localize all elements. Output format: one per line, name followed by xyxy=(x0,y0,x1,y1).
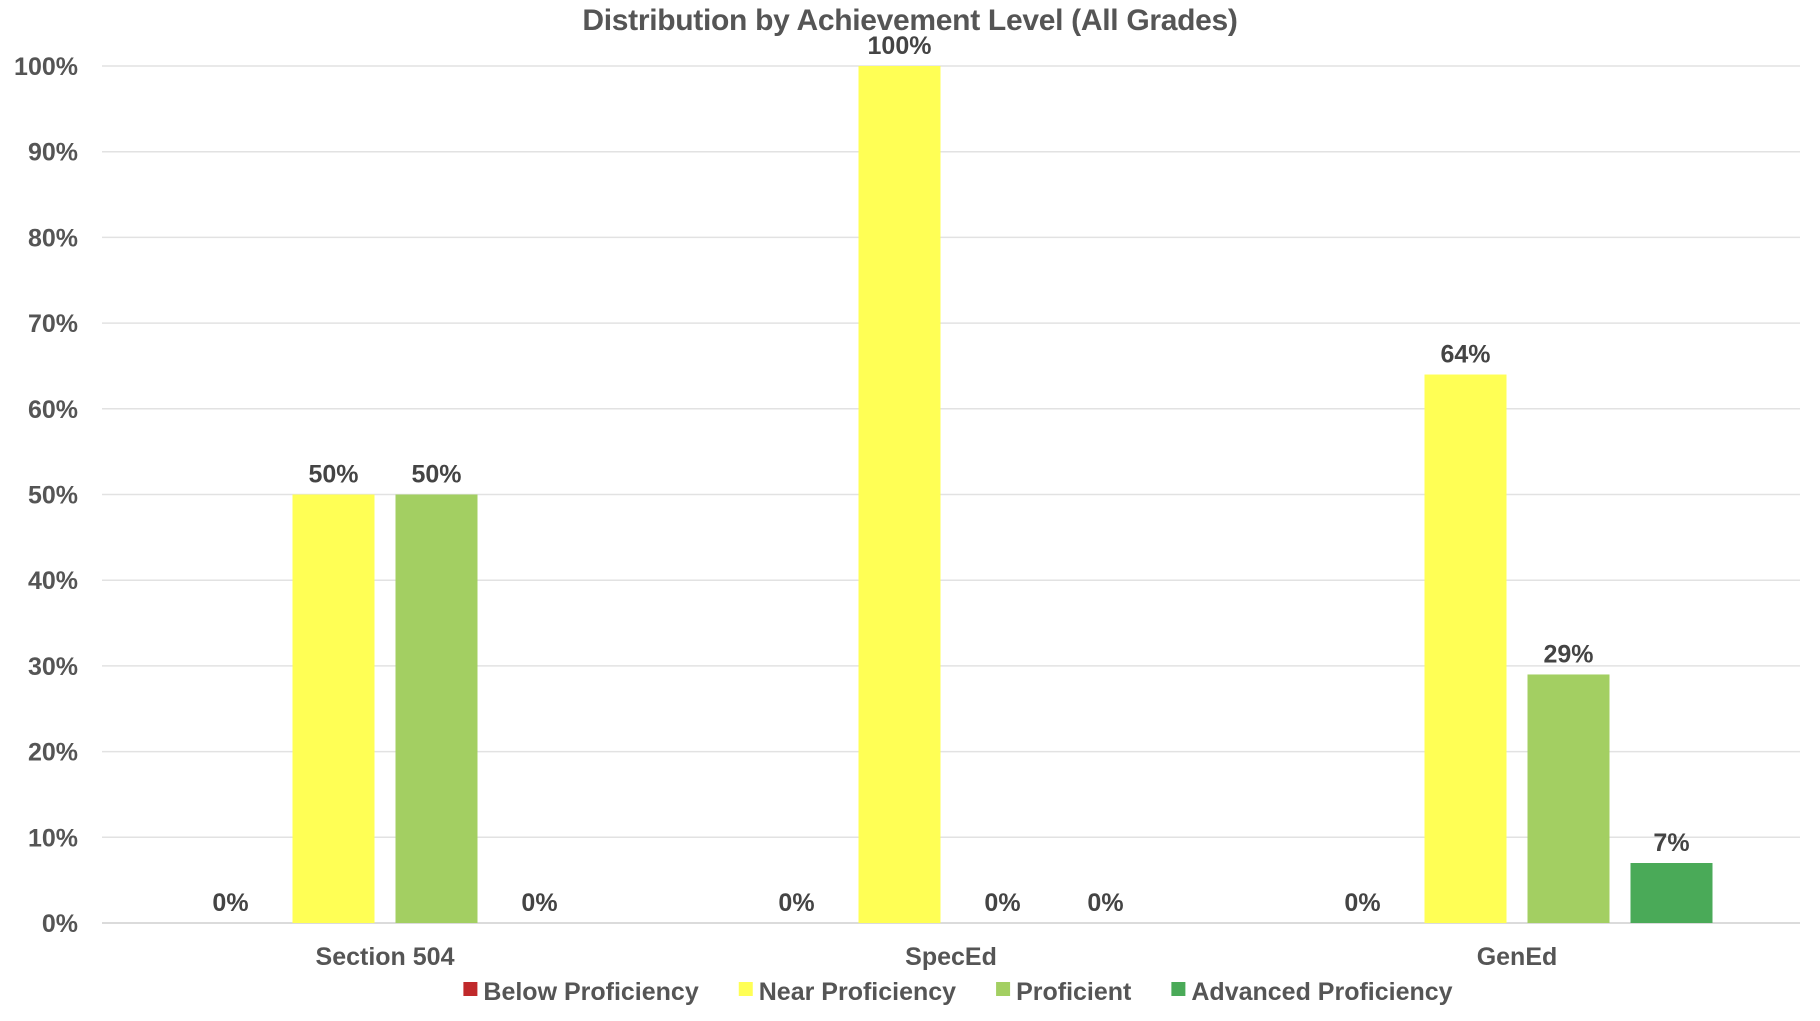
data-label: 50% xyxy=(308,461,358,489)
data-label: 50% xyxy=(411,461,461,489)
legend-label: Near Proficiency xyxy=(759,978,956,1006)
data-label: 64% xyxy=(1440,341,1490,369)
category-label: GenEd xyxy=(1477,943,1558,971)
data-label: 0% xyxy=(984,889,1020,917)
bar xyxy=(858,66,941,923)
bar xyxy=(395,494,478,923)
category-label: SpecEd xyxy=(905,943,997,971)
y-tick-label: 10% xyxy=(28,824,78,852)
bar xyxy=(292,494,375,923)
legend-label: Below Proficiency xyxy=(483,978,698,1006)
y-tick-label: 60% xyxy=(28,396,78,424)
y-tick-label: 0% xyxy=(42,910,78,938)
legend-swatch xyxy=(738,982,753,996)
data-label: 100% xyxy=(868,32,932,60)
data-label: 0% xyxy=(521,889,557,917)
legend-label: Proficient xyxy=(1016,978,1132,1006)
y-tick-label: 70% xyxy=(28,310,78,338)
legend: Below Proficiency Near Proficiency Profici… xyxy=(463,978,1453,1006)
data-label: 0% xyxy=(1087,889,1123,917)
bar xyxy=(1527,674,1610,923)
y-tick-label: 50% xyxy=(28,482,78,510)
data-label: 0% xyxy=(1344,889,1380,917)
data-label: 0% xyxy=(778,889,814,917)
legend-label: Advanced Proficiency xyxy=(1191,978,1452,1006)
legend-swatch xyxy=(463,982,478,996)
y-tick-label: 90% xyxy=(28,139,78,167)
bar xyxy=(1630,863,1713,923)
data-label: 0% xyxy=(212,889,248,917)
data-label: 29% xyxy=(1543,640,1593,668)
y-tick-label: 20% xyxy=(28,739,78,767)
y-tick-label: 100% xyxy=(14,53,78,81)
chart-title: Distribution by Achievement Level (All G… xyxy=(582,4,1238,37)
y-tick-label: 80% xyxy=(28,224,78,252)
category-label: Section 504 xyxy=(316,943,455,971)
y-tick-label: 40% xyxy=(28,567,78,595)
legend-swatch xyxy=(1171,982,1186,996)
y-tick-label: 30% xyxy=(28,653,78,681)
data-label: 7% xyxy=(1653,829,1689,857)
bar xyxy=(1424,374,1507,923)
legend-swatch xyxy=(996,982,1011,996)
